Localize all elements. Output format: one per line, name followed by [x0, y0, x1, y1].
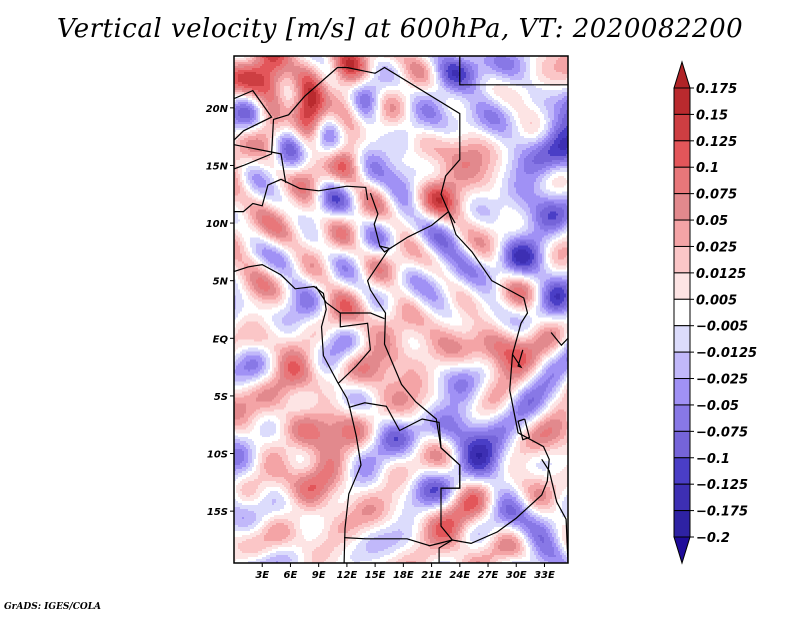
x-tick-label: 30E — [506, 570, 527, 581]
x-tick-label: 15E — [365, 570, 386, 581]
colorbar-swatch — [673, 404, 691, 432]
colorbar-swatch — [673, 510, 691, 538]
x-tick-label: 12E — [337, 570, 358, 581]
colorbar-label: −0.075 — [696, 425, 748, 440]
boundary-line — [340, 312, 385, 320]
colorbar-label: 0.1 — [696, 161, 719, 176]
colorbar-swatch — [673, 298, 691, 327]
boundary-line — [517, 418, 531, 441]
x-tick-label: 27E — [478, 570, 499, 581]
colorbar-label: 0.05 — [696, 214, 728, 229]
y-tick-label: 15S — [207, 507, 228, 518]
colorbar-swatch — [673, 378, 691, 406]
boundary-line — [346, 66, 461, 224]
boundary-line — [512, 349, 524, 369]
x-tick-label: 21E — [421, 570, 442, 581]
boundary-line — [234, 144, 287, 183]
y-tick-label: 5N — [213, 277, 229, 288]
colorbar-label: 0.125 — [696, 135, 737, 150]
colorbar-extend-max — [673, 60, 691, 89]
colorbar-swatch — [673, 483, 691, 512]
colorbar: 0.175 0.15 0.125 0.1 0.075 0.05 0.025 0.0125 0.0… — [673, 60, 757, 565]
boundary-line — [234, 89, 273, 141]
x-tick-label: 24E — [449, 570, 470, 581]
x-tick-label: 18E — [393, 570, 414, 581]
x-tick-label: 6E — [284, 570, 298, 581]
colorbar-swatch — [673, 166, 691, 195]
colorbar-label: 0.0125 — [696, 267, 746, 282]
boundary-line — [234, 263, 362, 563]
colorbar-label: 0.175 — [696, 82, 737, 97]
boundary-line — [550, 332, 568, 347]
colorbar-label: −0.2 — [696, 531, 730, 546]
y-tick-label: EQ — [213, 334, 229, 345]
country-boundaries — [234, 56, 568, 563]
colorbar-swatch — [673, 457, 691, 485]
colorbar-swatch — [673, 351, 691, 380]
x-axis: 3E 6E 9E 12E 15E 18E 21E 24E 27E 30E 33E — [255, 563, 555, 581]
boundary-line — [344, 402, 461, 547]
colorbar-label: −0.1 — [696, 452, 730, 467]
colorbar-swatch — [673, 219, 691, 247]
colorbar-swatch — [673, 272, 691, 300]
colorbar-swatch — [673, 113, 691, 142]
y-tick-label: 15N — [206, 161, 229, 172]
boundary-line — [315, 286, 372, 384]
y-axis: 20N 15N 10N 5N EQ 5S 10S 15S — [206, 104, 234, 518]
colorbar-label: 0.15 — [696, 108, 728, 123]
colorbar-extend-min — [673, 536, 691, 565]
boundary-line — [379, 210, 550, 545]
boundary-line — [234, 66, 347, 170]
boundary-line — [541, 458, 568, 563]
y-tick-label: 10S — [207, 450, 228, 461]
y-tick-label: 5S — [214, 392, 228, 403]
colorbar-swatch — [673, 140, 691, 168]
boundary-line — [438, 539, 453, 563]
x-tick-label: 3E — [255, 570, 269, 581]
colorbar-swatch — [673, 193, 691, 221]
colorbar-label: 0.025 — [696, 240, 737, 255]
colorbar-label: −0.0125 — [696, 346, 757, 361]
colorbar-swatch — [673, 325, 691, 353]
colorbar-label: −0.125 — [696, 478, 748, 493]
grads-credit: GrADS: IGES/COLA — [4, 602, 102, 612]
colorbar-label: 0.075 — [696, 188, 737, 203]
boundary-line — [459, 56, 568, 86]
colorbar-label: 0.005 — [696, 293, 737, 308]
x-tick-label: 9E — [312, 570, 326, 581]
vertical-velocity-field — [234, 56, 568, 563]
colorbar-label: −0.025 — [696, 373, 748, 388]
colorbar-swatch — [673, 87, 691, 115]
boundary-line — [234, 178, 369, 213]
map-panel — [234, 56, 568, 563]
colorbar-swatch — [673, 245, 691, 274]
x-tick-label: 33E — [534, 570, 555, 581]
y-tick-label: 10N — [206, 219, 229, 230]
map-frame — [233, 55, 569, 564]
colorbar-label: −0.175 — [696, 505, 748, 520]
colorbar-label: −0.05 — [696, 399, 739, 414]
chart-title: Vertical velocity [m/s] at 600hPa, VT: 2… — [56, 14, 744, 44]
colorbar-label: −0.005 — [696, 320, 748, 335]
y-tick-label: 20N — [206, 104, 229, 115]
colorbar-swatch — [673, 430, 691, 459]
